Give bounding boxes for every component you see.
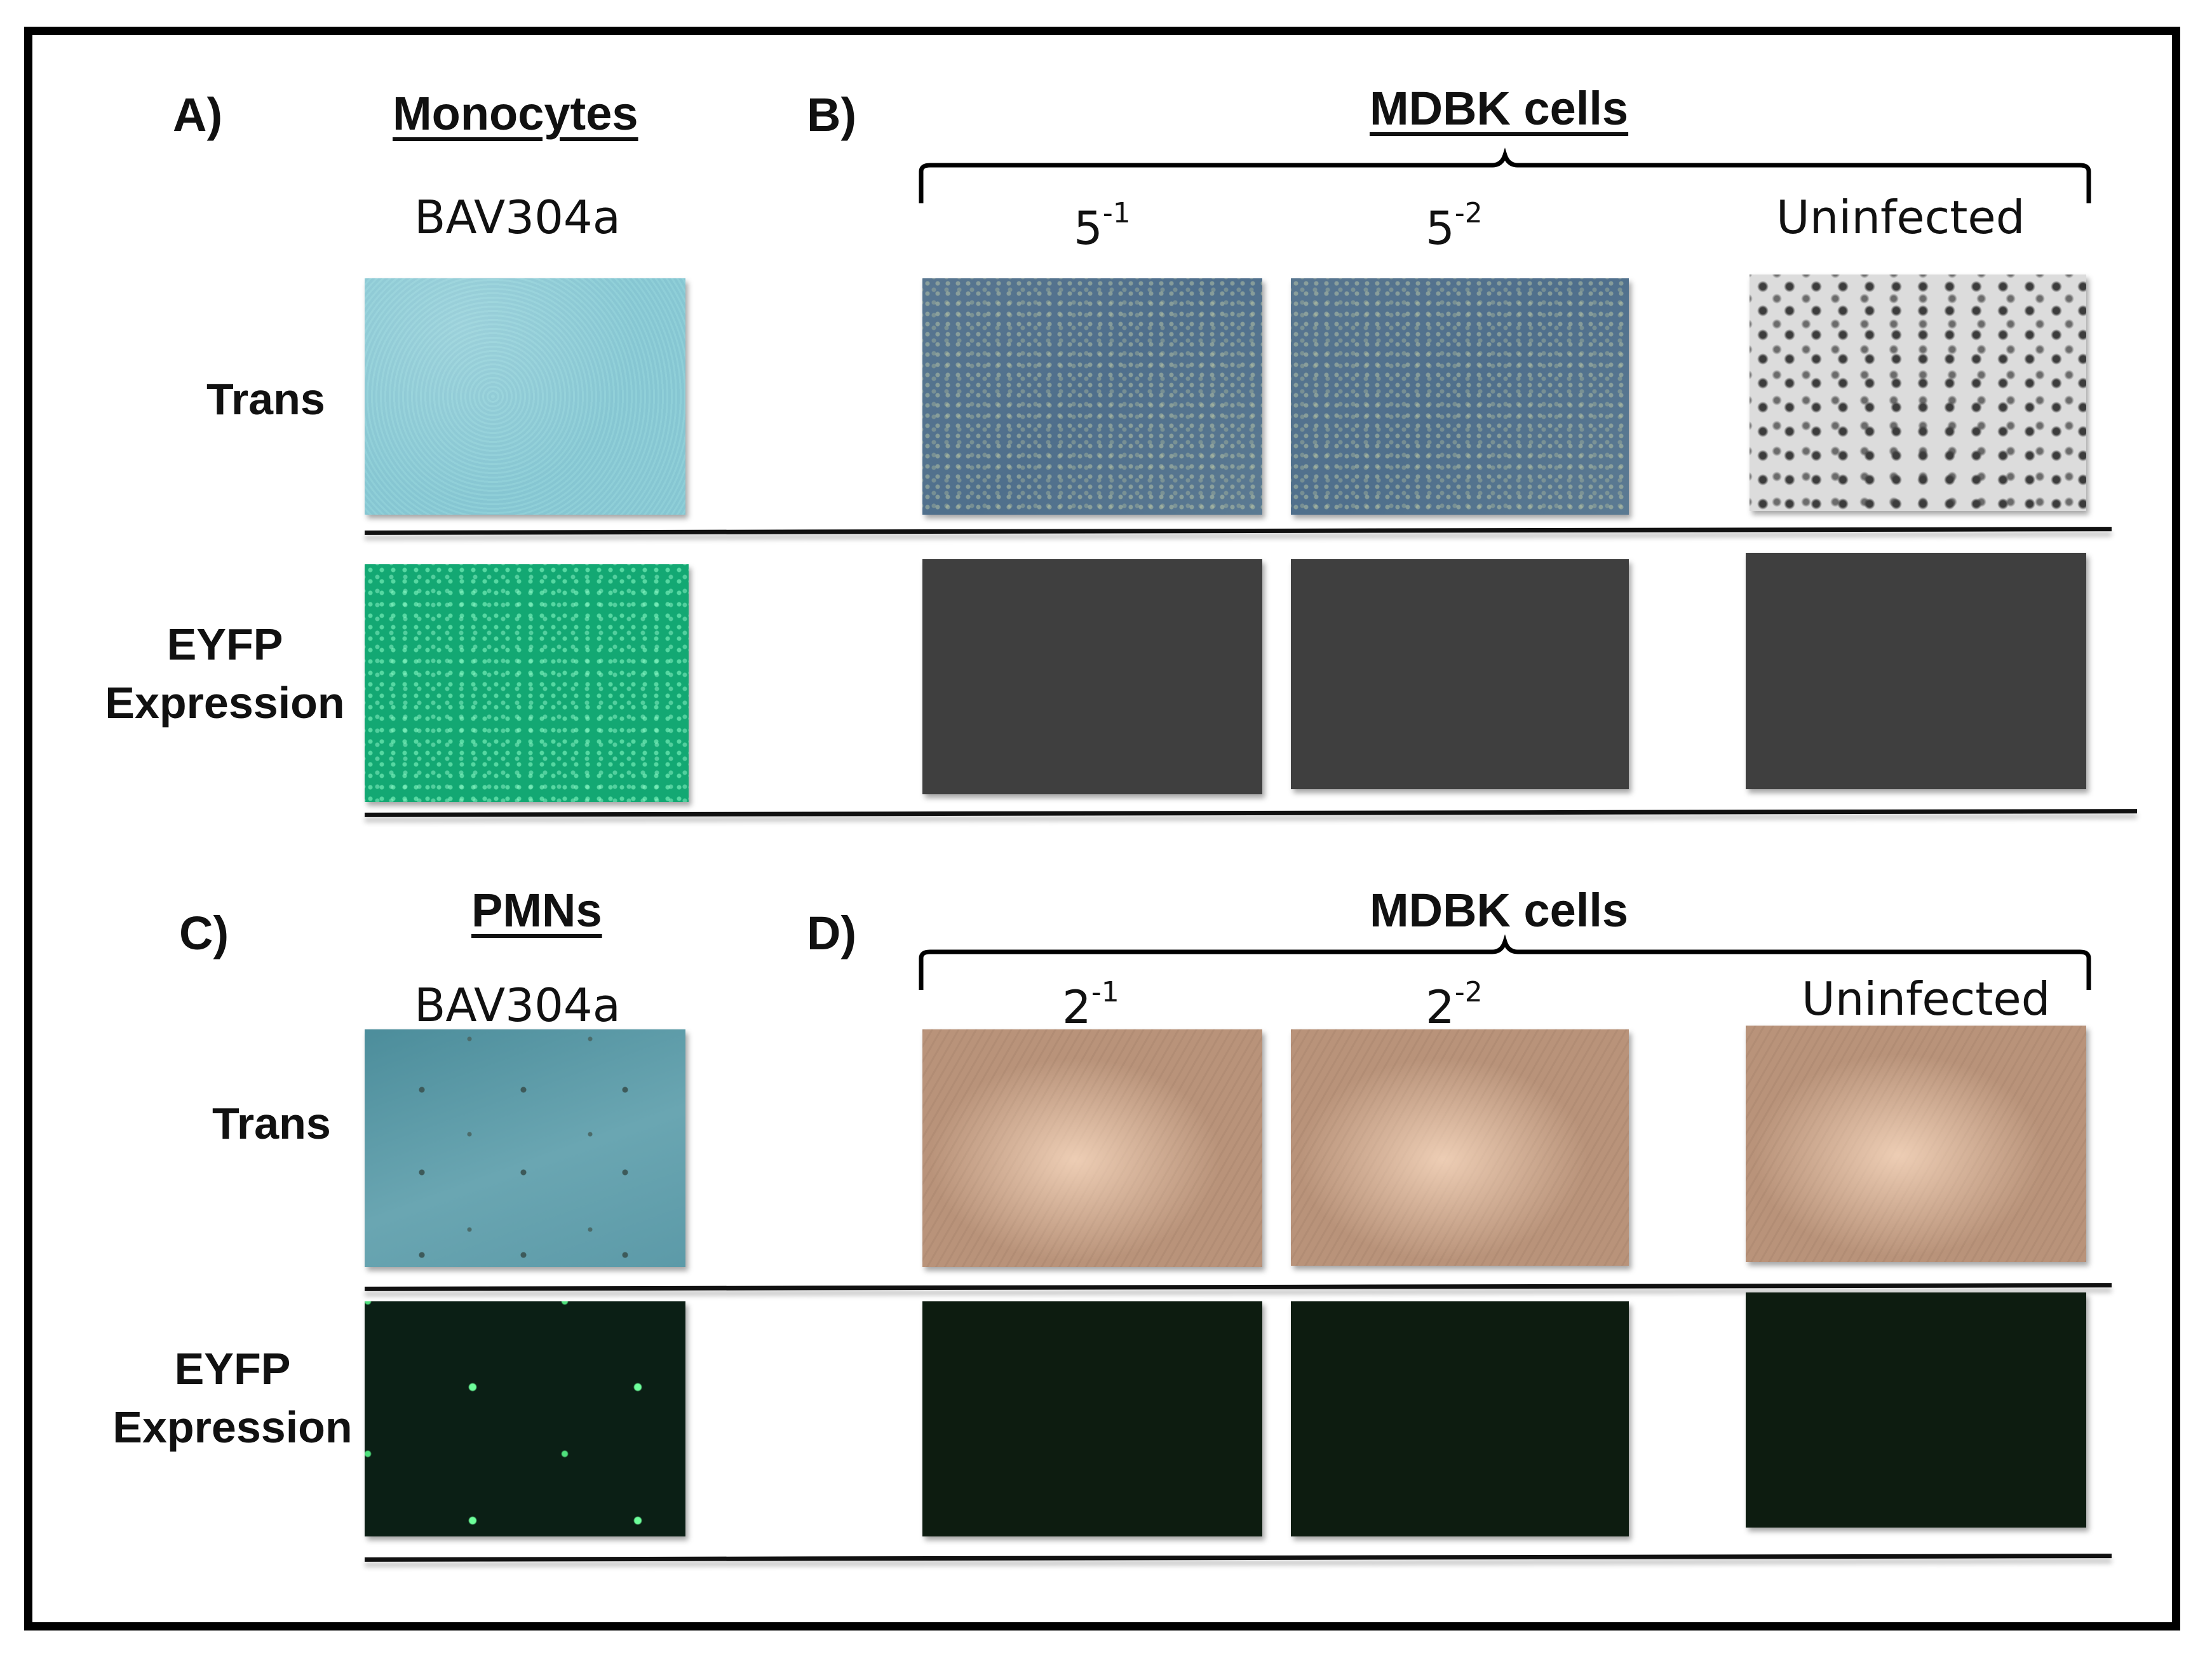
panel-b-condition-uninfected: Uninfected <box>1776 191 2025 244</box>
row-label-eyfp-bottom: EYFP Expression <box>112 1344 353 1452</box>
panel-b-condition-1: 5-1 <box>1074 197 1131 255</box>
panel-b-bracket <box>919 147 2091 203</box>
panel-d-letter: D) <box>807 907 857 959</box>
panel-d-title: MDBK cells <box>1370 884 1629 937</box>
panel-d-condition-2: 2-2 <box>1426 976 1483 1034</box>
panel-c-condition: BAV304a <box>414 979 621 1032</box>
panel-c-title: PMNs <box>471 884 602 937</box>
mdbk-eyfp-2-1-image <box>922 1301 1262 1536</box>
panel-b-letter: B) <box>807 88 857 141</box>
panel-d-condition-uninfected: Uninfected <box>1802 972 2051 1026</box>
panel-a-condition: BAV304a <box>414 191 621 244</box>
row-label-trans-bottom: Trans <box>212 1099 331 1148</box>
pmn-eyfp-image <box>365 1301 685 1536</box>
panel-d-condition-1: 2-1 <box>1062 976 1119 1034</box>
mdbk-eyfp-5-1-image <box>922 559 1262 794</box>
panel-d-bracket <box>919 934 2091 990</box>
panel-b-condition-2: 5-2 <box>1426 197 1483 255</box>
row-label-trans-top: Trans <box>206 374 325 424</box>
mdbk-eyfp-uninfected-bottom-image <box>1746 1292 2086 1528</box>
mdbk-trans-2-1-image <box>922 1029 1262 1267</box>
panel-b-title: MDBK cells <box>1370 82 1629 135</box>
panel-c-letter: C) <box>179 907 229 959</box>
monocyte-eyfp-image <box>365 564 689 802</box>
mdbk-eyfp-uninfected-image <box>1746 553 2086 789</box>
panel-a-letter: A) <box>173 88 223 141</box>
mdbk-trans-uninfected-bottom-image <box>1746 1026 2086 1262</box>
mdbk-trans-5-1-image <box>922 278 1262 515</box>
mdbk-trans-uninfected-image <box>1750 275 2086 511</box>
mdbk-trans-5-2-image <box>1291 278 1629 515</box>
pmn-trans-image <box>365 1029 685 1267</box>
mdbk-trans-2-2-image <box>1291 1029 1629 1266</box>
panel-a-title: Monocytes <box>393 87 638 140</box>
mdbk-eyfp-5-2-image <box>1291 559 1629 789</box>
monocyte-trans-image <box>365 278 685 515</box>
row-label-eyfp-top: EYFP Expression <box>105 620 345 728</box>
mdbk-eyfp-2-2-image <box>1291 1301 1629 1536</box>
